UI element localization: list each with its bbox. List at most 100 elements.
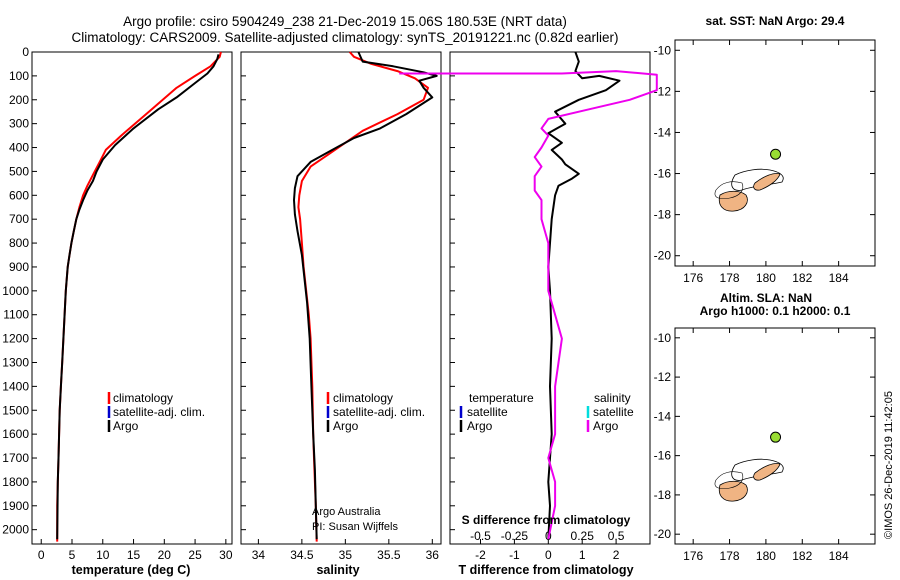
map-x-tick-label: 182 bbox=[792, 271, 812, 285]
map-y-tick-label: -18 bbox=[654, 488, 672, 502]
legend-label-s-argo: Argo bbox=[593, 419, 619, 433]
y-tick-label: 300 bbox=[9, 117, 29, 131]
y-tick-label: 600 bbox=[9, 188, 29, 202]
sla-map-title: Altim. SLA: NaN bbox=[720, 291, 812, 305]
y-tick-label: 700 bbox=[9, 212, 29, 226]
x-tick-label: 20 bbox=[158, 548, 172, 562]
salinity-legend: climatology satellite-adj. clim. Argo bbox=[326, 391, 425, 433]
x-tick-label: 1 bbox=[579, 548, 586, 562]
map-y-tick-label: -10 bbox=[654, 331, 672, 345]
y-tick-label: 1600 bbox=[2, 427, 29, 441]
x-tick-label: 2 bbox=[613, 548, 620, 562]
legend-label-satellite: satellite-adj. clim. bbox=[113, 405, 205, 419]
difference-legend: temperature satellite Argo salinity sate… bbox=[459, 391, 634, 433]
legend-label-climatology: climatology bbox=[333, 391, 393, 405]
fiji-land-sst bbox=[714, 168, 784, 212]
map-x-tick-label: 180 bbox=[756, 271, 776, 285]
fiji-land-sla bbox=[714, 458, 784, 502]
sla-map-subtitle: Argo h1000: 0.1 h2000: 0.1 bbox=[700, 304, 851, 318]
credit-line2: PI: Susan Wijffels bbox=[312, 521, 398, 533]
timestamp: ©IMOS 26-Dec-2019 11:42:05 bbox=[883, 391, 895, 539]
y-tick-label: 0 bbox=[22, 45, 29, 59]
x-tick-label: 0 bbox=[38, 548, 45, 562]
s-tick-label: 0.5 bbox=[608, 529, 625, 543]
map-x-tick-label: 176 bbox=[683, 549, 703, 563]
x-tick-label: 34 bbox=[252, 548, 266, 562]
x-tick-label: 30 bbox=[219, 548, 233, 562]
sla-map-frame bbox=[674, 327, 876, 545]
temperature-panel-frame bbox=[31, 51, 233, 545]
y-tick-label: 1400 bbox=[2, 379, 29, 393]
legend-label-argo: Argo bbox=[333, 419, 359, 433]
figure-title-line2: Climatology: CARS2009. Satellite-adjuste… bbox=[71, 30, 618, 45]
series-line-s-argo bbox=[399, 70, 658, 540]
x-tick-label: 5 bbox=[69, 548, 76, 562]
x-tick-label: 36 bbox=[426, 548, 440, 562]
y-tick-label: 2000 bbox=[2, 523, 29, 537]
y-tick-label: 1700 bbox=[2, 451, 29, 465]
map-x-tick-label: 178 bbox=[720, 271, 740, 285]
y-tick-label: 1000 bbox=[2, 284, 29, 298]
y-tick-label: 200 bbox=[9, 93, 29, 107]
series-layer bbox=[56, 51, 782, 542]
y-tick-label: 1300 bbox=[2, 355, 29, 369]
map-x-tick-label: 184 bbox=[829, 271, 849, 285]
x-tick-label: -2 bbox=[475, 548, 486, 562]
y-tick-label: 500 bbox=[9, 164, 29, 178]
map-x-tick-label: 176 bbox=[683, 271, 703, 285]
difference-panel-frame bbox=[449, 51, 651, 545]
legend-label-satellite: satellite-adj. clim. bbox=[333, 405, 425, 419]
x-tick-label: 15 bbox=[127, 548, 141, 562]
x-tick-label: 34.5 bbox=[290, 548, 314, 562]
series-line-argo bbox=[293, 51, 438, 540]
y-tick-label: 1800 bbox=[2, 475, 29, 489]
difference-xlabel: T difference from climatology bbox=[458, 563, 633, 577]
series-line-t-argo bbox=[547, 51, 621, 540]
sst-map-title: sat. SST: NaN Argo: 29.4 bbox=[706, 14, 845, 28]
argo-location-marker bbox=[770, 148, 782, 160]
salinity-xlabel: salinity bbox=[316, 563, 359, 577]
s-tick-label: 0.25 bbox=[571, 529, 595, 543]
map-x-tick-label: 184 bbox=[829, 549, 849, 563]
map-y-tick-label: -18 bbox=[654, 208, 672, 222]
x-tick-label: -1 bbox=[509, 548, 520, 562]
s-tick-label: -0.25 bbox=[501, 529, 529, 543]
series-line-climatology bbox=[297, 51, 429, 542]
map-y-tick-label: -14 bbox=[654, 409, 672, 423]
s-difference-title: S difference from climatology bbox=[462, 513, 631, 527]
legend-label-t-satellite: satellite bbox=[467, 405, 508, 419]
legend-title-salinity: salinity bbox=[594, 391, 631, 405]
map-y-tick-label: -20 bbox=[654, 249, 672, 263]
y-tick-label: 400 bbox=[9, 141, 29, 155]
x-tick-label: 10 bbox=[96, 548, 110, 562]
series-line-climatology bbox=[56, 51, 222, 542]
salinity-panel-frame bbox=[240, 51, 442, 545]
x-tick-label: 25 bbox=[188, 548, 202, 562]
map-x-tick-label: 182 bbox=[792, 549, 812, 563]
x-tick-label: 35.5 bbox=[377, 548, 401, 562]
s-tick-label: -0.5 bbox=[470, 529, 491, 543]
map-y-tick-label: -10 bbox=[654, 43, 672, 57]
y-tick-label: 1500 bbox=[2, 403, 29, 417]
map-y-tick-label: -14 bbox=[654, 125, 672, 139]
legend-label-s-satellite: satellite bbox=[593, 405, 634, 419]
axes-layer: 0100200300400500600700800900100011001200… bbox=[2, 40, 875, 563]
x-tick-label: 0 bbox=[545, 548, 552, 562]
series-line-argo bbox=[56, 54, 220, 540]
legend-label-climatology: climatology bbox=[113, 391, 173, 405]
x-tick-label: 35 bbox=[339, 548, 353, 562]
argo-location-marker bbox=[770, 431, 782, 443]
y-tick-label: 1900 bbox=[2, 499, 29, 513]
map-y-tick-label: -16 bbox=[654, 167, 672, 181]
legend-title-temperature: temperature bbox=[469, 391, 534, 405]
credit-line1: Argo Australia bbox=[312, 506, 381, 518]
y-tick-label: 1100 bbox=[3, 308, 29, 322]
map-y-tick-label: -12 bbox=[654, 370, 672, 384]
y-tick-label: 1200 bbox=[2, 332, 29, 346]
map-y-tick-label: -12 bbox=[654, 84, 672, 98]
map-y-tick-label: -20 bbox=[654, 527, 672, 541]
temperature-xlabel: temperature (deg C) bbox=[72, 563, 191, 577]
map-y-tick-label: -16 bbox=[654, 449, 672, 463]
map-x-tick-label: 180 bbox=[756, 549, 776, 563]
